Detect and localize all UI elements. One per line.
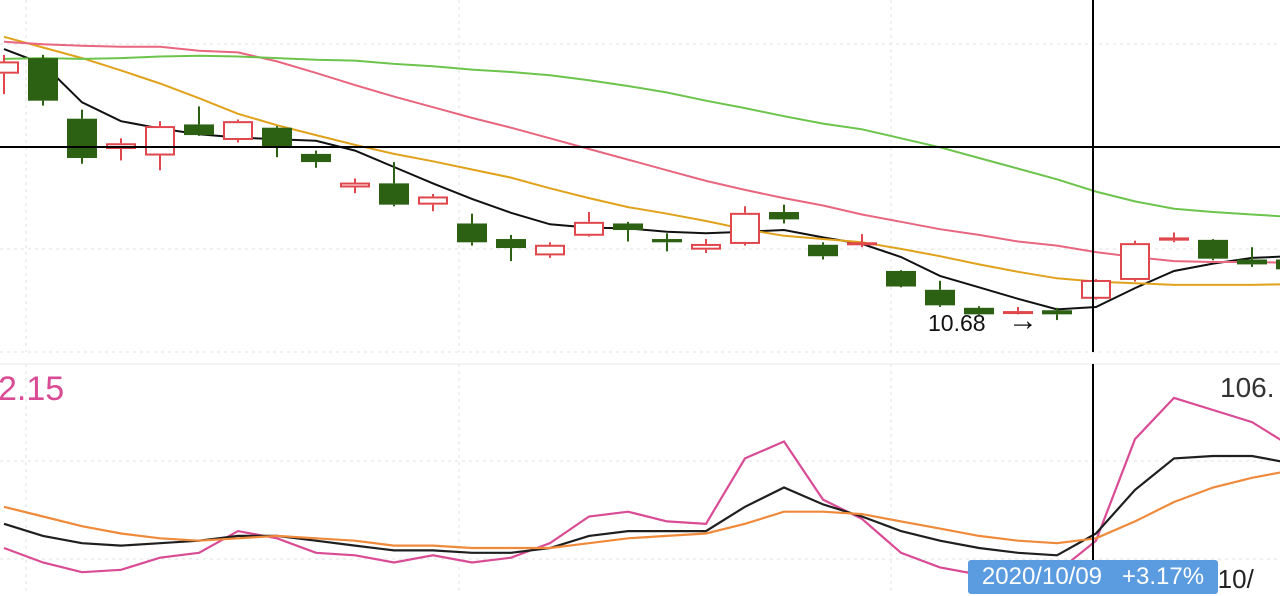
candle [536, 242, 564, 258]
candle-body-down [886, 271, 916, 287]
candle [1121, 241, 1149, 282]
candle [107, 138, 135, 160]
candle-body-down [457, 223, 487, 242]
candle [28, 55, 58, 106]
candle-body-up [692, 245, 720, 249]
candle-body-down [1276, 259, 1280, 269]
candle-body-down [379, 183, 409, 204]
indicator-left-value: 2.15 [0, 370, 64, 409]
candle-body-down [769, 212, 799, 219]
candle-body-down [808, 245, 838, 256]
candle-body-down [613, 223, 643, 230]
candle-body-down [28, 58, 58, 101]
candle-body-up [341, 184, 369, 187]
candle [769, 205, 799, 224]
candle-body-down [1237, 259, 1267, 264]
candle [341, 178, 369, 193]
candle-body-down [1042, 310, 1072, 314]
indicator-right-value: 106. [1220, 372, 1275, 404]
candle-body-up [536, 246, 564, 255]
candle-body-down [184, 124, 214, 135]
candle-body-up [1160, 238, 1188, 239]
candle-body-up [224, 122, 252, 139]
candle [184, 106, 214, 135]
candle-body-down [652, 239, 682, 242]
candle [692, 239, 720, 253]
indicator-line-slow [4, 471, 1280, 549]
candle [67, 110, 97, 164]
candle [613, 222, 643, 242]
candle [1198, 239, 1228, 260]
candle [419, 194, 447, 211]
candle [301, 151, 331, 168]
candle-body-up [146, 127, 174, 154]
candle-body-up [419, 197, 447, 203]
candle [652, 233, 682, 251]
low-price-arrow-icon: → [1008, 306, 1038, 336]
candle [575, 212, 603, 237]
candle [0, 55, 18, 94]
candle-body-down [1198, 240, 1228, 259]
moving-average-lines [4, 37, 1280, 310]
candle [808, 242, 838, 259]
candle-body-up [848, 243, 876, 244]
candle [1082, 279, 1110, 299]
candle-body-down [301, 154, 331, 162]
candle-body-up [575, 223, 603, 235]
candle-body-up [0, 62, 18, 72]
candle-body-up [1082, 281, 1110, 298]
candle-body-down [262, 128, 292, 147]
candle-body-down [67, 119, 97, 158]
candle [224, 120, 252, 143]
indicator-line-fast [4, 398, 1280, 575]
candle [886, 270, 916, 287]
candle-body-up [1121, 244, 1149, 279]
ma-line-ma10 [4, 37, 1280, 285]
candle [731, 206, 759, 245]
candle [925, 281, 955, 307]
candle [262, 126, 292, 157]
candle-body-up [731, 214, 759, 243]
candle [1160, 232, 1188, 242]
low-price-label: 10.68 [928, 310, 986, 337]
candle [496, 235, 526, 261]
candle [146, 121, 174, 170]
indicator-lines [4, 398, 1280, 575]
candle [1276, 258, 1280, 271]
crosshair-date-tag: 2020/10/09 +3.17% [968, 560, 1218, 594]
candle-body-down [496, 239, 526, 248]
candle-body-down [925, 290, 955, 306]
candle [457, 214, 487, 246]
ma-line-ma30 [4, 56, 1280, 217]
candle [379, 162, 409, 206]
